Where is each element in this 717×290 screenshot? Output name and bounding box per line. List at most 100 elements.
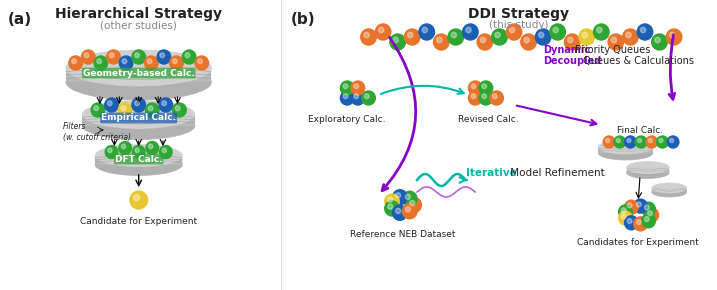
Text: Empirical Calc.: Empirical Calc. bbox=[101, 113, 176, 122]
Polygon shape bbox=[627, 168, 669, 173]
Circle shape bbox=[479, 91, 493, 105]
Circle shape bbox=[482, 94, 487, 99]
Circle shape bbox=[553, 27, 559, 33]
Circle shape bbox=[404, 29, 420, 45]
Circle shape bbox=[437, 37, 442, 43]
Circle shape bbox=[162, 148, 166, 153]
Circle shape bbox=[385, 201, 399, 216]
Circle shape bbox=[385, 194, 399, 209]
Circle shape bbox=[132, 98, 146, 112]
Circle shape bbox=[550, 24, 566, 40]
Circle shape bbox=[634, 217, 647, 231]
Text: Exploratory Calc.: Exploratory Calc. bbox=[308, 115, 386, 124]
Circle shape bbox=[407, 197, 422, 213]
Circle shape bbox=[506, 24, 522, 40]
Text: Candidate for Experiment: Candidate for Experiment bbox=[80, 217, 197, 226]
Circle shape bbox=[402, 204, 417, 219]
Circle shape bbox=[353, 94, 358, 99]
Circle shape bbox=[468, 81, 482, 95]
Circle shape bbox=[608, 34, 624, 50]
Circle shape bbox=[133, 195, 140, 201]
Ellipse shape bbox=[652, 187, 687, 197]
Polygon shape bbox=[82, 115, 195, 126]
Circle shape bbox=[619, 211, 632, 225]
Circle shape bbox=[147, 59, 152, 64]
Circle shape bbox=[652, 34, 668, 50]
Circle shape bbox=[655, 37, 660, 43]
Circle shape bbox=[108, 148, 112, 153]
Circle shape bbox=[611, 37, 617, 43]
Circle shape bbox=[119, 56, 133, 70]
Text: Dynamic: Dynamic bbox=[543, 45, 590, 55]
Text: DDI Strategy: DDI Strategy bbox=[468, 7, 569, 21]
Circle shape bbox=[107, 50, 120, 64]
Circle shape bbox=[657, 136, 668, 148]
Circle shape bbox=[622, 214, 626, 219]
Text: Filters
(w. cutoff criteria): Filters (w. cutoff criteria) bbox=[63, 122, 131, 142]
Circle shape bbox=[448, 29, 464, 45]
Circle shape bbox=[637, 24, 652, 40]
Circle shape bbox=[379, 27, 384, 33]
Text: Revised Calc.: Revised Calc. bbox=[457, 115, 518, 124]
Circle shape bbox=[135, 148, 139, 153]
Circle shape bbox=[146, 142, 158, 155]
Circle shape bbox=[493, 94, 498, 99]
Circle shape bbox=[121, 144, 125, 149]
Circle shape bbox=[594, 24, 609, 40]
Circle shape bbox=[622, 208, 626, 213]
Circle shape bbox=[185, 53, 190, 58]
Text: Iterative: Iterative bbox=[465, 168, 516, 178]
Circle shape bbox=[471, 94, 476, 99]
Circle shape bbox=[72, 59, 76, 64]
Circle shape bbox=[388, 204, 393, 209]
Circle shape bbox=[105, 98, 118, 112]
Circle shape bbox=[637, 138, 642, 143]
Circle shape bbox=[402, 191, 417, 206]
Circle shape bbox=[121, 106, 125, 111]
Circle shape bbox=[351, 91, 365, 105]
Text: Final Calc.: Final Calc. bbox=[617, 126, 663, 135]
Circle shape bbox=[148, 106, 153, 111]
Circle shape bbox=[343, 84, 348, 89]
Circle shape bbox=[642, 202, 655, 216]
Circle shape bbox=[666, 29, 682, 45]
Circle shape bbox=[146, 103, 159, 117]
Polygon shape bbox=[66, 68, 212, 82]
Circle shape bbox=[69, 56, 82, 70]
Text: Queues & Calculations: Queues & Calculations bbox=[580, 56, 694, 66]
Circle shape bbox=[603, 136, 615, 148]
Circle shape bbox=[466, 27, 471, 33]
Circle shape bbox=[627, 138, 631, 143]
Text: Hierarchical Strategy: Hierarchical Strategy bbox=[55, 7, 222, 21]
Circle shape bbox=[482, 84, 487, 89]
Circle shape bbox=[135, 101, 139, 106]
Circle shape bbox=[132, 50, 146, 64]
Circle shape bbox=[645, 205, 649, 210]
Circle shape bbox=[625, 216, 638, 230]
Polygon shape bbox=[95, 155, 182, 164]
Circle shape bbox=[637, 220, 641, 224]
Circle shape bbox=[451, 32, 457, 38]
Circle shape bbox=[568, 37, 573, 43]
Circle shape bbox=[118, 103, 132, 117]
Circle shape bbox=[133, 146, 145, 159]
Circle shape bbox=[422, 27, 427, 33]
Circle shape bbox=[119, 142, 131, 155]
Circle shape bbox=[634, 199, 647, 213]
Circle shape bbox=[160, 146, 172, 159]
Circle shape bbox=[407, 32, 413, 38]
Circle shape bbox=[364, 94, 369, 99]
Circle shape bbox=[390, 34, 405, 50]
Circle shape bbox=[597, 27, 602, 33]
Circle shape bbox=[538, 32, 544, 38]
Circle shape bbox=[405, 194, 410, 200]
Circle shape bbox=[396, 208, 401, 213]
Circle shape bbox=[509, 27, 515, 33]
Circle shape bbox=[642, 214, 655, 228]
Ellipse shape bbox=[627, 162, 669, 173]
Circle shape bbox=[362, 91, 375, 105]
Text: Candidates for Experiment: Candidates for Experiment bbox=[577, 238, 699, 247]
Circle shape bbox=[361, 29, 376, 45]
Circle shape bbox=[393, 205, 407, 220]
Circle shape bbox=[176, 106, 180, 111]
